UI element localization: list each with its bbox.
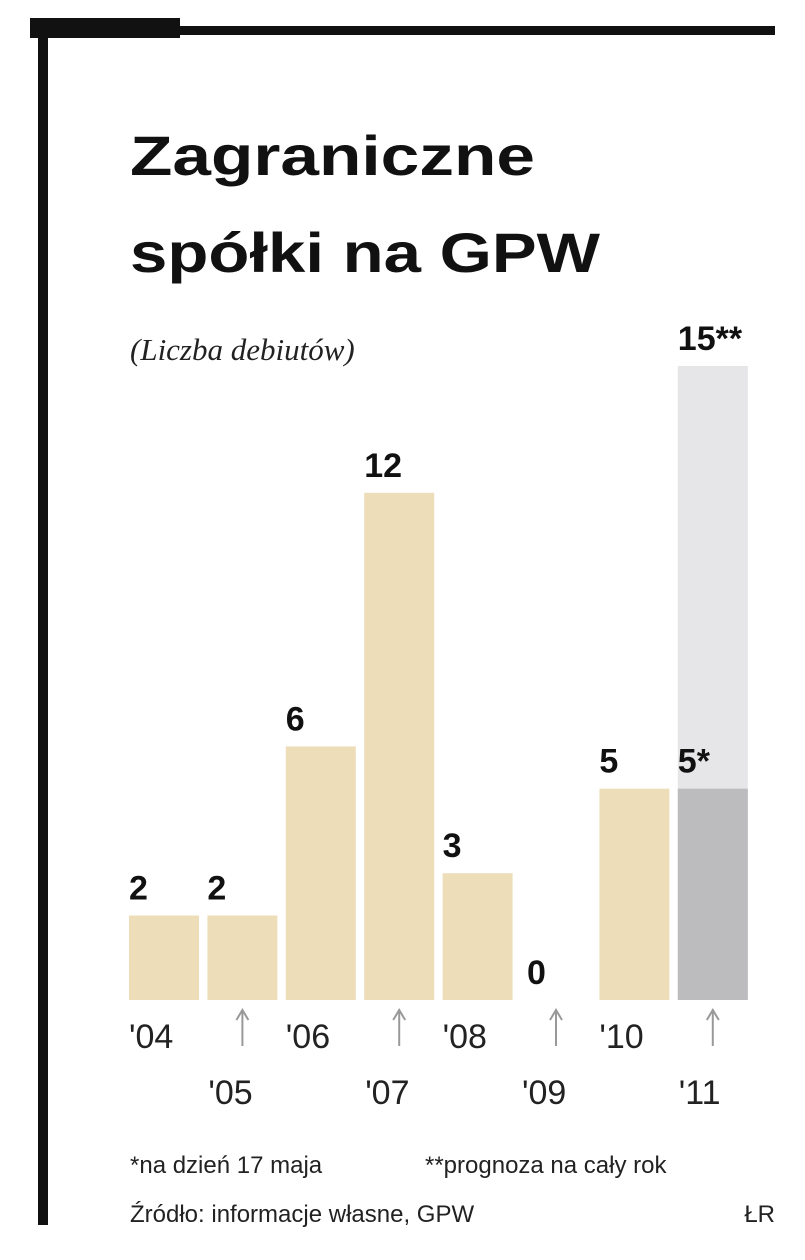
bar	[677, 788, 748, 1000]
bar	[207, 915, 278, 1000]
forecast-label: 15**	[678, 320, 743, 358]
x-tick-label: '07	[365, 1074, 409, 1112]
arrow-head	[235, 1008, 250, 1021]
frame-left	[38, 18, 48, 1225]
x-tick-label: '04	[129, 1018, 173, 1056]
footnote: **prognoza na cały rok	[425, 1152, 667, 1179]
bar	[599, 788, 670, 1000]
value-label: 2	[129, 869, 148, 907]
value-label: 12	[364, 447, 402, 485]
plot: 15** 2 '04 2 '05 6 '06 12 '07 3 '08 0 '09 5 '10 5* '11	[129, 320, 748, 1112]
value-label: 0	[527, 954, 546, 992]
value-label: 2	[207, 869, 226, 907]
arrow-head	[549, 1008, 563, 1021]
x-tick-label: '06	[286, 1018, 330, 1056]
author: ŁR	[744, 1201, 775, 1228]
footnote: *na dzień 17 maja	[130, 1152, 323, 1179]
x-tick-label: '09	[522, 1074, 566, 1112]
bar	[129, 915, 199, 1000]
x-tick-label: '10	[599, 1018, 643, 1056]
x-tick-label: '11	[679, 1074, 721, 1112]
value-label: 3	[443, 827, 462, 865]
arrow-head	[392, 1008, 407, 1021]
arrow-head	[705, 1008, 720, 1021]
chart-title: spółki na GPW	[130, 221, 600, 284]
chart-title: Zagraniczne	[130, 124, 535, 187]
value-label: 5	[599, 743, 618, 781]
frame-top	[30, 26, 775, 35]
subtitle: (Liczba debiutów)	[130, 332, 355, 367]
x-tick-label: '08	[443, 1018, 487, 1056]
bar	[364, 492, 435, 1000]
source: Źródło: informacje własne, GPW	[130, 1201, 474, 1228]
bar	[285, 746, 356, 1000]
x-tick-label: '05	[208, 1074, 252, 1112]
bar	[442, 873, 513, 1000]
value-label: 6	[286, 700, 305, 738]
value-label: 5*	[678, 743, 711, 781]
